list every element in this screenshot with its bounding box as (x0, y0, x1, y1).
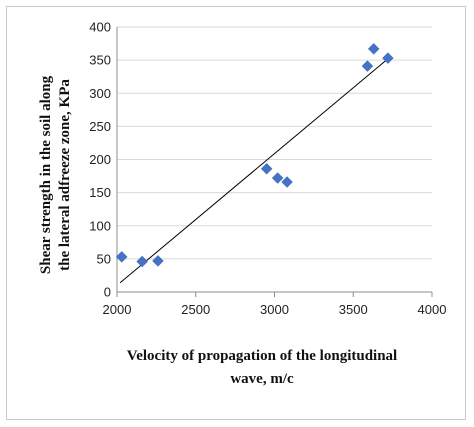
x-tick-label: 2000 (103, 302, 132, 317)
y-tick-label: 300 (89, 86, 111, 101)
y-tick-label: 400 (89, 20, 111, 35)
x-axis-title-line-2: wave, m/c (230, 371, 294, 387)
axes (116, 27, 433, 297)
trendline (119, 58, 389, 284)
y-tick-labels: 0 50 100 150 200 250 300 350 400 (89, 20, 111, 300)
x-axis-title-line-1: Velocity of propagation of the longitudi… (127, 348, 397, 364)
gridlines (117, 26, 432, 260)
y-axis-title-line-2: the lateral adfreeze zone, KPa (57, 79, 73, 271)
y-axis-title: Shear strength in the soil along the lat… (38, 75, 73, 274)
data-points (115, 43, 394, 268)
y-tick-label: 0 (104, 285, 111, 300)
x-tick-label: 3000 (260, 302, 289, 317)
data-point (152, 255, 164, 267)
y-tick-label: 350 (89, 53, 111, 68)
x-tick-label: 2500 (181, 302, 210, 317)
data-point (136, 255, 149, 268)
data-point (382, 52, 394, 64)
y-tick-label: 250 (89, 119, 111, 134)
data-point (361, 60, 374, 72)
y-axis-title-line-1: Shear strength in the soil along (38, 75, 54, 274)
trendline-group (119, 58, 389, 284)
data-point (281, 176, 293, 188)
data-point (115, 251, 128, 263)
y-tick-label: 50 (97, 251, 111, 266)
y-tick-label: 200 (89, 152, 111, 167)
x-tick-labels: 2000 2500 3000 3500 4000 (103, 302, 447, 317)
y-tick-label: 100 (89, 218, 111, 233)
data-point (271, 172, 284, 184)
y-tick-label: 150 (89, 185, 111, 200)
chart-frame (6, 6, 466, 420)
x-tick-label: 3500 (339, 302, 368, 317)
x-tick-label: 4000 (418, 302, 447, 317)
data-point (367, 43, 380, 55)
data-point (260, 162, 273, 175)
